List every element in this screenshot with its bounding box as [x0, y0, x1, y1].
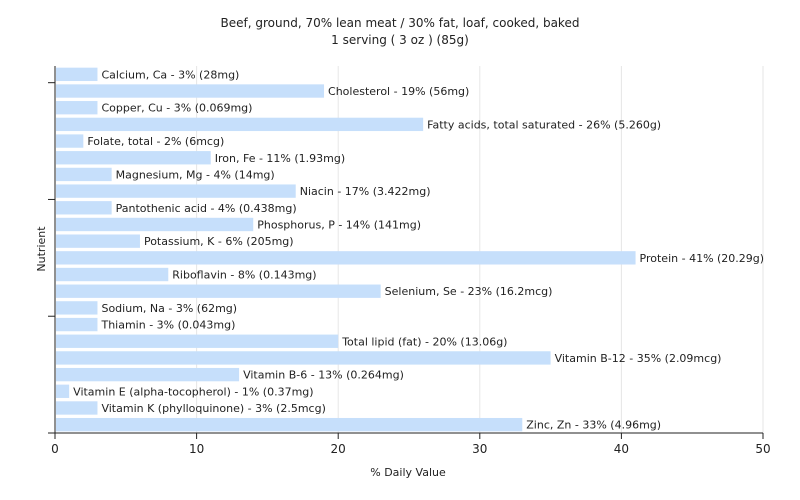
bar-label-8: Pantothenic acid - 4% (0.438mg)	[116, 202, 297, 215]
bar-label-19: Vitamin E (alpha-tocopherol) - 1% (0.37m…	[73, 385, 313, 398]
y-axis-title: Nutrient	[35, 226, 48, 272]
bar-label-21: Zinc, Zn - 33% (4.96mg)	[526, 419, 661, 432]
bar-label-2: Copper, Cu - 3% (0.069mg)	[101, 102, 252, 115]
bar-label-6: Magnesium, Mg - 4% (14mg)	[116, 168, 275, 181]
x-axis-title: % Daily Value	[370, 466, 446, 479]
x-tick-label-1: 10	[189, 442, 204, 456]
bar-3	[56, 117, 424, 132]
bar-label-0: Calcium, Ca - 3% (28mg)	[101, 68, 239, 81]
bar-0	[56, 67, 98, 82]
x-tick-label-3: 30	[472, 442, 487, 456]
bar-label-12: Riboflavin - 8% (0.143mg)	[172, 269, 316, 282]
chart-title: Beef, ground, 70% lean meat / 30% fat, l…	[221, 16, 580, 30]
bar-label-18: Vitamin B-6 - 13% (0.264mg)	[243, 369, 404, 382]
bar-labels: Calcium, Ca - 3% (28mg) Cholesterol - 19%…	[73, 68, 764, 431]
bar-label-15: Thiamin - 3% (0.043mg)	[100, 319, 235, 332]
x-tick-label-5: 50	[755, 442, 770, 456]
bar-label-1: Cholesterol - 19% (56mg)	[328, 85, 469, 98]
bar-label-14: Sodium, Na - 3% (62mg)	[101, 302, 237, 315]
bar-6	[56, 167, 112, 182]
bar-12	[56, 267, 169, 282]
bar-19	[56, 384, 70, 398]
bar-label-10: Potassium, K - 6% (205mg)	[144, 235, 294, 248]
x-tick-label-2: 20	[331, 442, 346, 456]
bar-label-3: Fatty acids, total saturated - 26% (5.26…	[427, 118, 661, 131]
bar-8	[56, 201, 112, 215]
x-tick-label-4: 40	[614, 442, 629, 456]
bar-11	[56, 251, 636, 265]
bar-9	[56, 217, 254, 232]
bar-label-5: Iron, Fe - 11% (1.93mg)	[215, 152, 345, 165]
bar-7	[56, 184, 296, 198]
chart-subtitle: 1 serving ( 3 oz ) (85g)	[331, 33, 469, 47]
bar-5	[56, 151, 211, 165]
bar-10	[56, 234, 140, 248]
x-tick-label-0: 0	[51, 442, 59, 456]
bar-label-11: Protein - 41% (20.29g)	[640, 252, 765, 265]
bar-4	[56, 134, 84, 148]
bar-20	[56, 401, 98, 415]
bar-1	[56, 84, 325, 98]
bar-17	[56, 351, 551, 365]
bar-label-20: Vitamin K (phylloquinone) - 3% (2.5mcg)	[101, 402, 325, 415]
bar-2	[56, 101, 98, 115]
bar-label-9: Phosphorus, P - 14% (141mg)	[257, 218, 421, 231]
bar-label-4: Folate, total - 2% (6mcg)	[87, 135, 224, 148]
bar-label-16: Total lipid (fat) - 20% (13.06g)	[341, 335, 507, 348]
bars	[56, 67, 636, 432]
bar-13	[56, 284, 381, 298]
axes: 0 10 20 30 40 50	[48, 66, 771, 456]
bar-16	[56, 334, 339, 348]
bar-21	[56, 417, 523, 432]
bar-label-7: Niacin - 17% (3.422mg)	[300, 185, 431, 198]
bar-18	[56, 367, 240, 382]
bar-15	[56, 317, 98, 332]
bar-label-17: Vitamin B-12 - 35% (2.09mcg)	[555, 352, 722, 365]
bar-14	[56, 301, 98, 315]
bar-label-13: Selenium, Se - 23% (16.2mcg)	[385, 285, 553, 298]
